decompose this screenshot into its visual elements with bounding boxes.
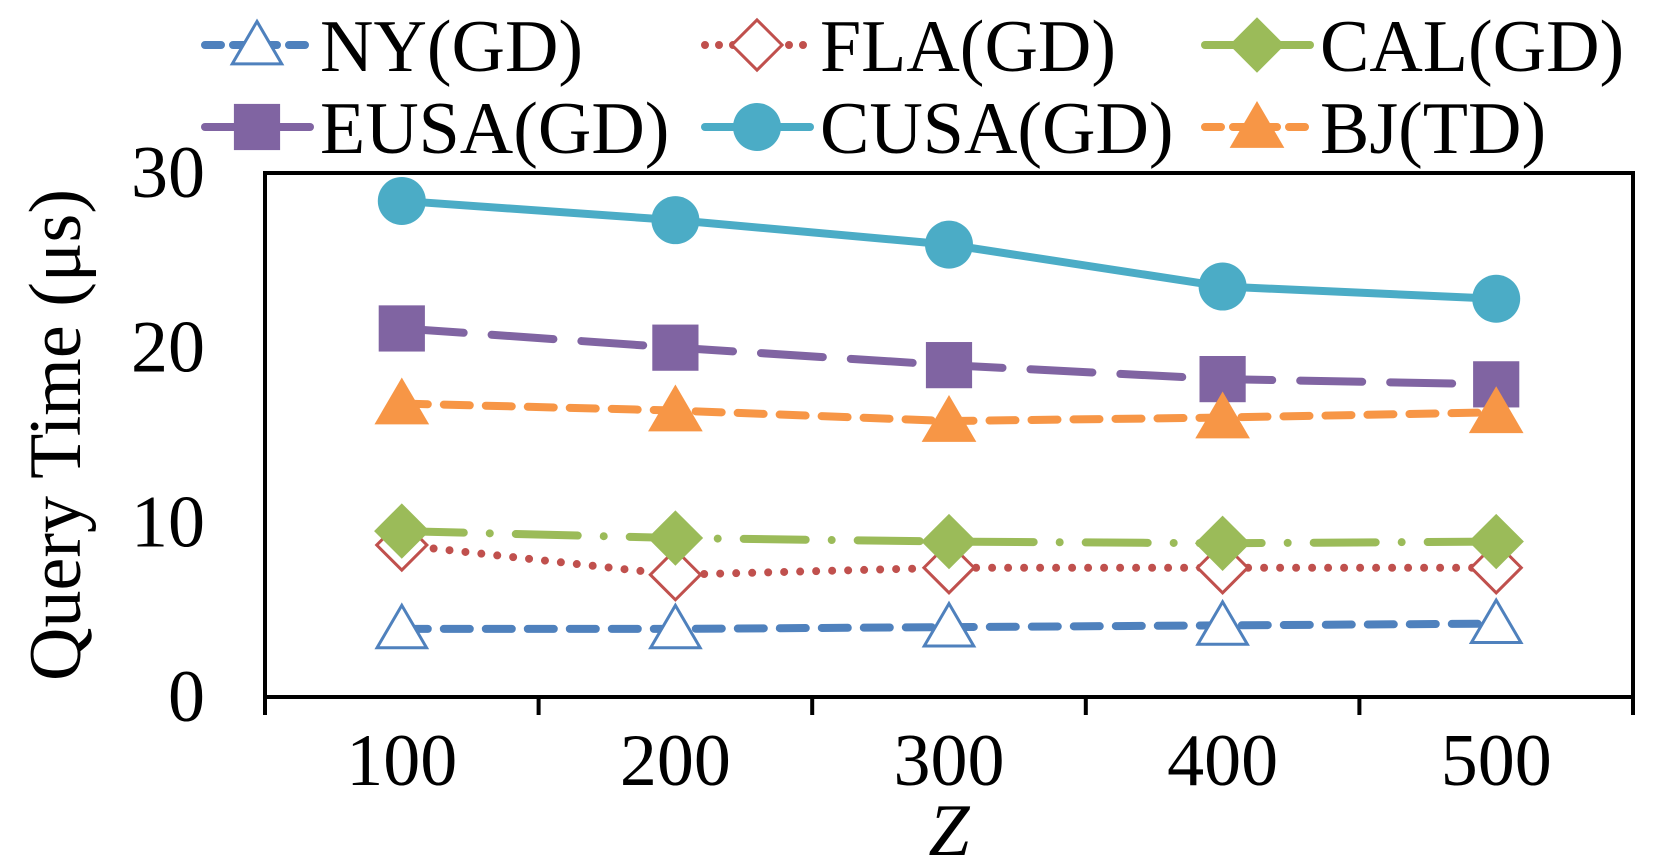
series-layer <box>374 176 1524 650</box>
data-point <box>652 324 699 371</box>
series-ny-gd <box>374 597 1524 650</box>
data-point <box>1468 597 1524 644</box>
legend-item: FLA(GD) <box>701 6 1116 88</box>
x-tick-label: 400 <box>1167 720 1278 802</box>
legend-item: CUSA(GD) <box>701 88 1174 170</box>
legend-item: BJ(TD) <box>1201 88 1546 170</box>
x-axis-label: Z <box>928 790 970 859</box>
data-point <box>921 513 977 570</box>
y-tick-label: 0 <box>168 656 205 738</box>
legend-label: BJ(TD) <box>1320 88 1546 170</box>
legend-marker <box>733 103 781 151</box>
series-eusa-gd <box>378 305 1520 408</box>
data-point <box>648 547 703 602</box>
data-point <box>921 394 977 442</box>
legend-marker <box>229 18 285 66</box>
data-point <box>374 377 430 425</box>
data-point <box>1468 386 1524 434</box>
legend-label: FLA(GD) <box>820 6 1116 88</box>
series-line <box>397 541 1501 579</box>
legend-marker <box>729 17 785 73</box>
data-point <box>1195 391 1250 439</box>
data-point <box>925 220 973 269</box>
x-tick-label: 100 <box>346 720 457 802</box>
legend-label: CAL(GD) <box>1320 6 1624 88</box>
y-axis-ticks: 0 10 20 30 <box>131 132 205 738</box>
plot-area <box>263 171 1635 699</box>
x-tick-label: 500 <box>1441 720 1552 802</box>
data-point <box>1468 513 1524 570</box>
legend-marker <box>233 103 281 151</box>
y-tick-label: 30 <box>131 132 205 214</box>
data-point <box>648 602 703 650</box>
legend-label: EUSA(GD) <box>320 88 669 170</box>
data-point <box>1194 515 1251 572</box>
legend-label: NY(GD) <box>320 6 583 88</box>
data-point <box>374 503 430 559</box>
legend-item: NY(GD) <box>201 6 583 88</box>
series-cusa-gd <box>377 176 1521 323</box>
x-tick-label: 300 <box>894 720 1005 802</box>
data-point <box>647 510 704 566</box>
legend-marker <box>1229 100 1285 148</box>
legend: NY(GD) FLA(GD) CAL(GD) EUSA(GD) CUSA(GD) BJ(T… <box>201 6 1624 170</box>
data-point <box>377 176 426 225</box>
y-axis-label: Query Time (μs) <box>15 189 97 681</box>
data-point <box>1198 262 1247 311</box>
data-point <box>648 384 703 432</box>
series-cal-gd <box>374 503 1524 572</box>
x-tick-label: 200 <box>620 720 731 802</box>
data-point <box>651 196 700 245</box>
data-point <box>921 600 977 648</box>
legend-item: EUSA(GD) <box>201 88 669 170</box>
x-axis-ticks: 100 200 300 400 500 <box>263 697 1635 802</box>
y-tick-label: 10 <box>131 481 205 563</box>
data-point <box>378 305 425 352</box>
data-point <box>374 602 430 650</box>
data-point <box>1472 274 1521 323</box>
legend-marker <box>1229 17 1285 73</box>
series-bj-td <box>374 377 1524 442</box>
legend-label: CUSA(GD) <box>820 88 1174 170</box>
data-point <box>1195 598 1250 646</box>
data-point <box>925 342 973 389</box>
y-tick-label: 20 <box>131 307 205 389</box>
legend-item: CAL(GD) <box>1201 6 1624 88</box>
